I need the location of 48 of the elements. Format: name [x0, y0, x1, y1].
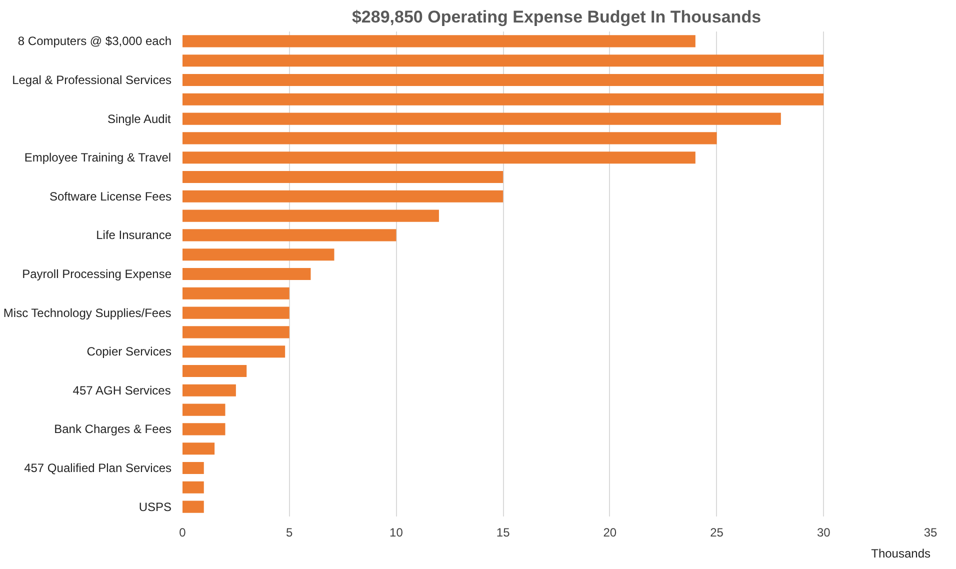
bar: [182, 287, 290, 300]
x-tick-label: 5: [286, 526, 294, 540]
bar: [182, 500, 204, 513]
bar: [182, 190, 504, 202]
y-tick-label: Payroll Processing Expense: [22, 267, 172, 281]
bar: [182, 112, 781, 125]
bar: [182, 74, 824, 86]
bar: [182, 248, 334, 261]
bar: [182, 364, 247, 378]
bar: [182, 54, 824, 67]
bar: [182, 306, 290, 319]
chart-title: $289,850 Operating Expense Budget In Thousands: [352, 8, 762, 26]
bar: [182, 268, 311, 280]
y-tick-label: 457 Qualified Plan Services: [24, 461, 172, 475]
bar: [182, 229, 396, 242]
bar: [182, 404, 226, 416]
y-tick-label: 457 AGH Services: [72, 383, 171, 398]
y-tick-label: 8 Computers @ $3,000 each: [18, 34, 172, 48]
bar: [182, 384, 236, 396]
x-tick-label: 25: [710, 526, 724, 540]
y-tick-label: Bank Charges & Fees: [54, 422, 172, 436]
bar: [182, 132, 717, 144]
bar: [182, 93, 824, 106]
bar: [182, 326, 290, 338]
bar: [182, 152, 696, 164]
x-tick-label: 10: [390, 526, 404, 540]
bar: [182, 481, 204, 494]
y-tick-label: Life Insurance: [96, 228, 172, 242]
bar: [182, 210, 439, 222]
y-tick-label: Copier Services: [86, 344, 172, 359]
y-tick-label: Legal & Professional Services: [12, 73, 172, 87]
y-tick-label: Single Audit: [107, 112, 172, 126]
x-tick-label: 20: [603, 526, 617, 540]
y-tick-label: USPS: [138, 500, 172, 514]
x-tick-label: 30: [816, 526, 831, 540]
y-tick-label: Software License Fees: [49, 189, 172, 204]
bar: [182, 35, 696, 48]
bar: [182, 423, 226, 436]
x-tick-label: 0: [179, 526, 186, 540]
bar: [182, 170, 504, 184]
bar: [182, 462, 204, 474]
bar: [182, 442, 215, 455]
y-tick-label: Employee Training & Travel: [24, 150, 172, 165]
x-tick-label: 35: [924, 526, 938, 540]
x-axis-title: Thousands: [871, 546, 930, 560]
y-tick-label: Misc Technology Supplies/Fees: [3, 306, 172, 320]
x-tick-label: 15: [496, 526, 510, 540]
bar: [182, 346, 286, 358]
